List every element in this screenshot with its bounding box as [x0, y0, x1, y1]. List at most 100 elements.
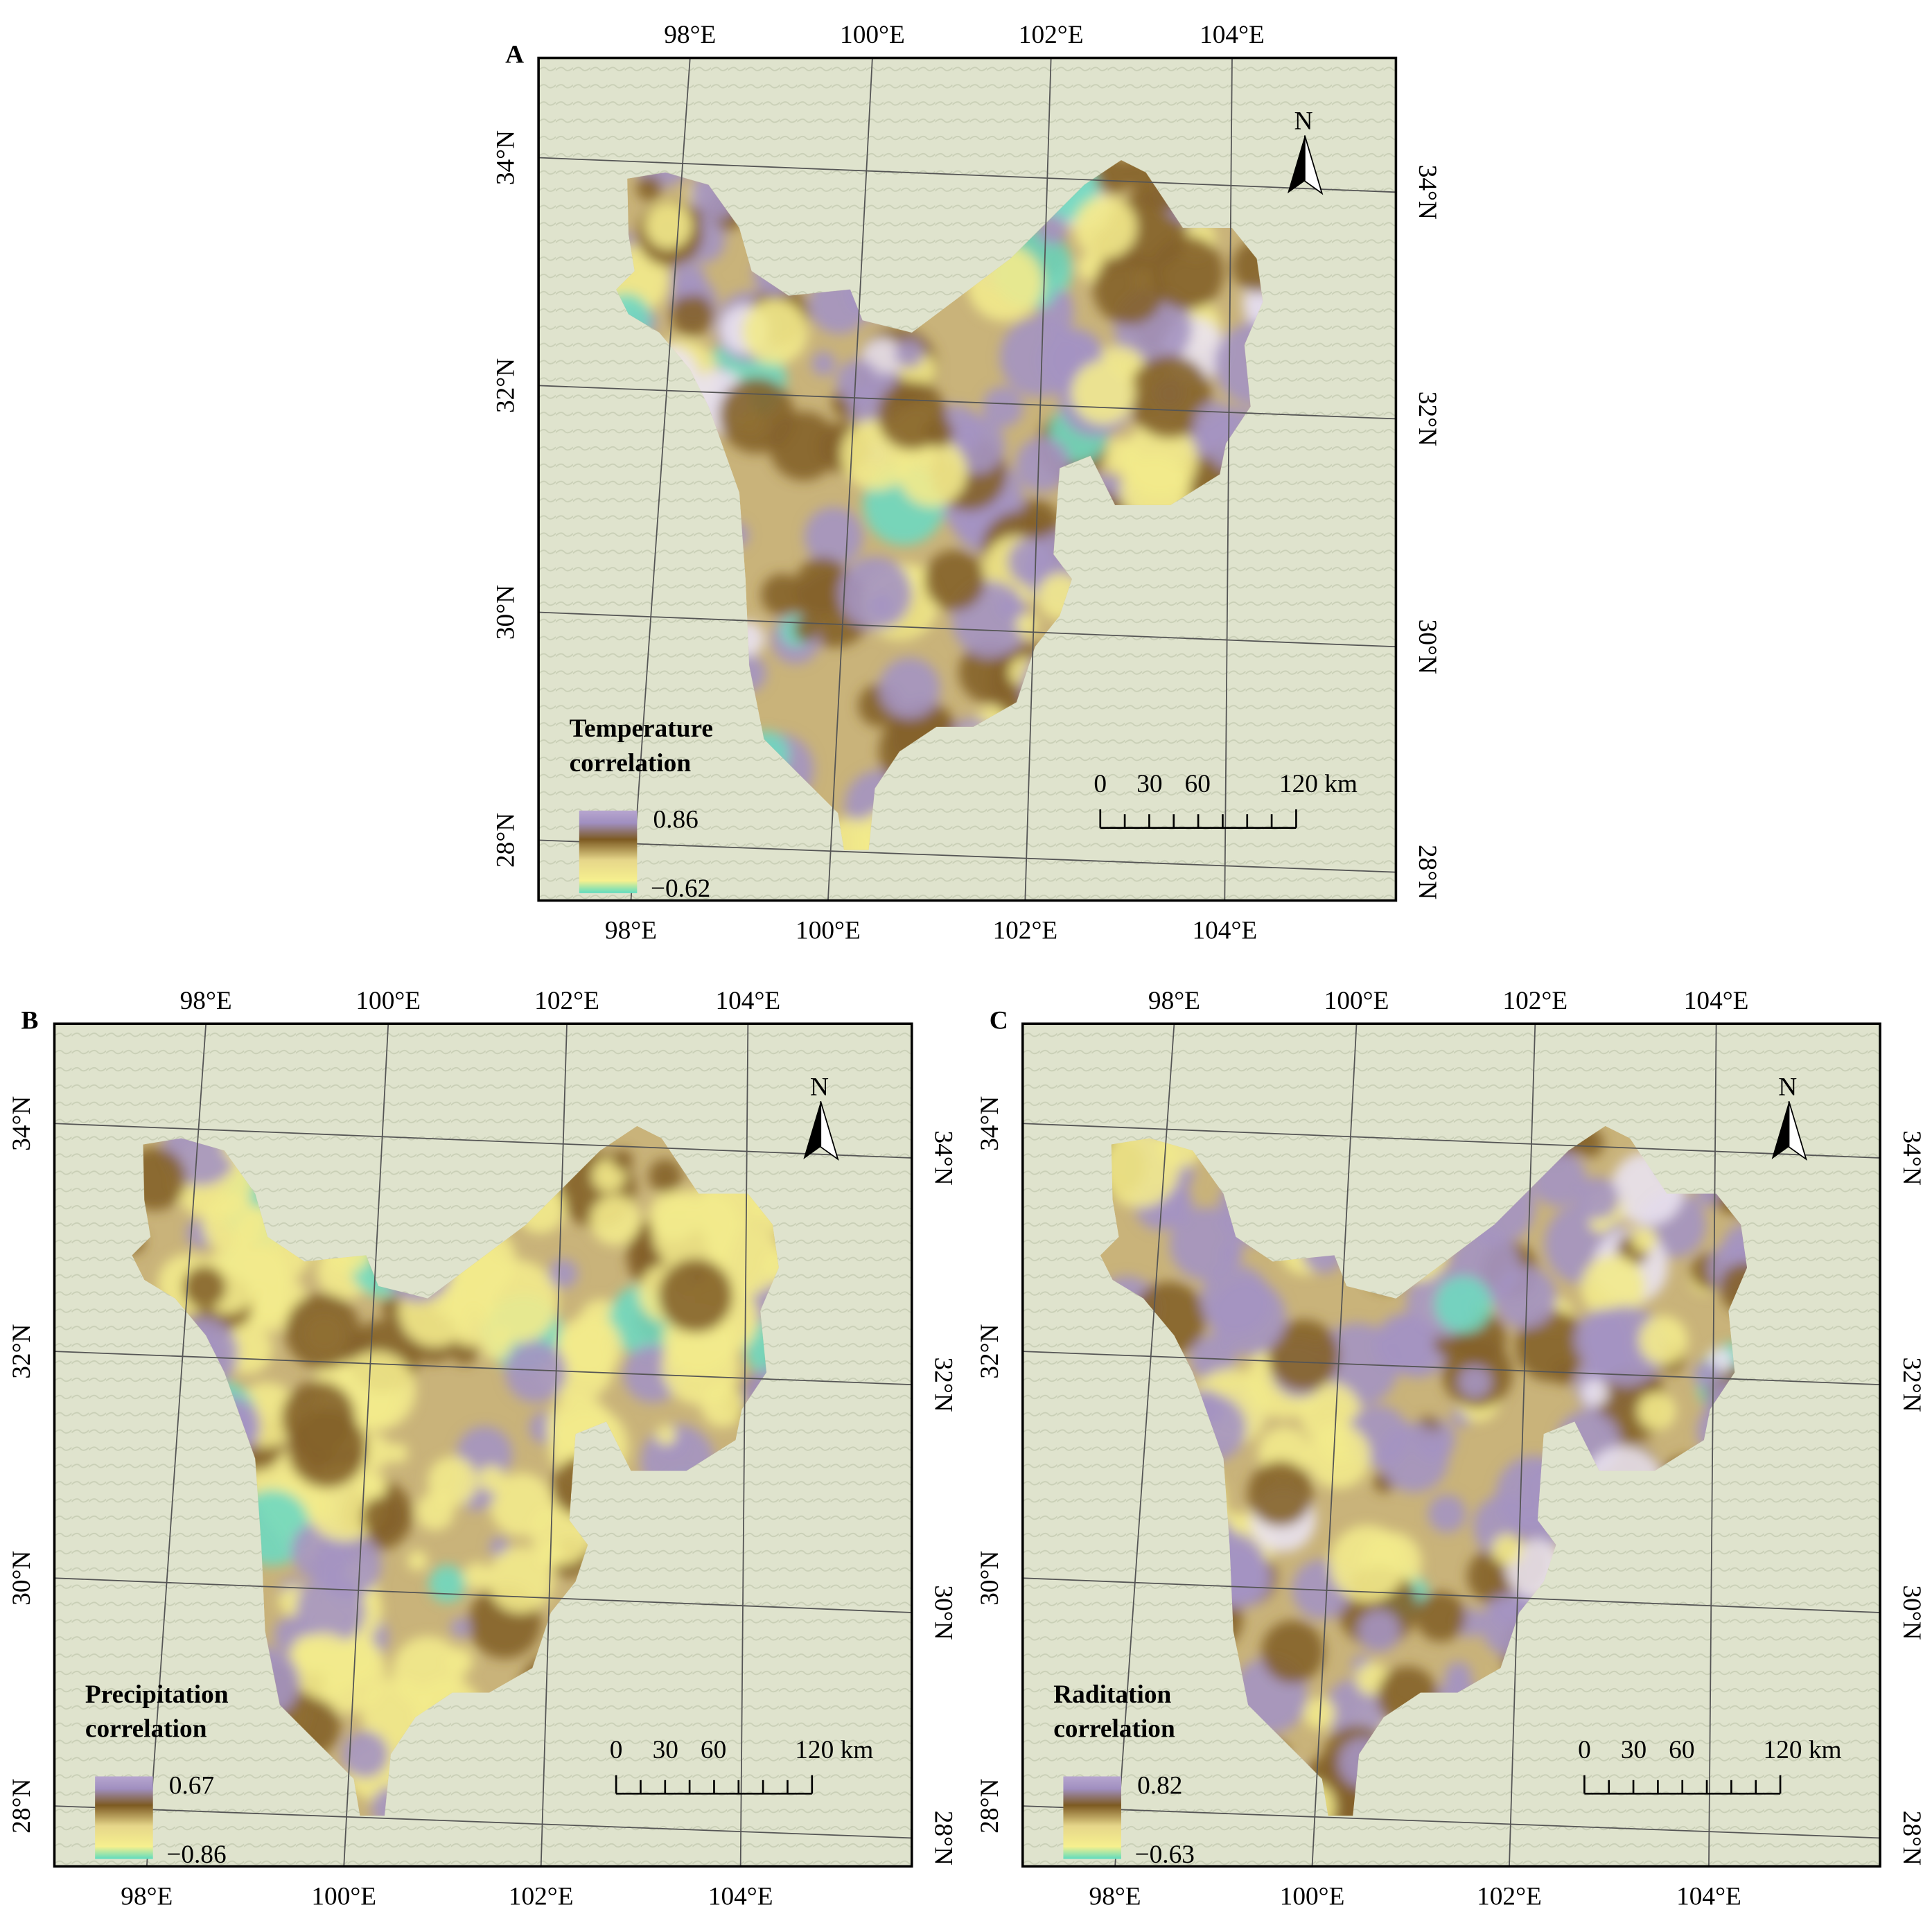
- longitude-label: 98°E: [121, 1882, 173, 1911]
- correlation-patch: [1637, 1391, 1676, 1430]
- longitude-label: 102°E: [1019, 21, 1084, 49]
- map-frame: [53, 1022, 913, 1868]
- parallel: [538, 839, 1396, 873]
- longitude-label: 104°E: [1200, 21, 1265, 49]
- legend-title: Temperature: [570, 714, 713, 743]
- legend-colorbar: [95, 1776, 153, 1859]
- parallel: [54, 1123, 912, 1159]
- legend-colorbar: [1063, 1776, 1121, 1859]
- correlation-patch: [1639, 1315, 1688, 1365]
- correlation-patch: [463, 1562, 491, 1590]
- panel-label: A: [505, 41, 524, 69]
- correlation-patch: [895, 338, 924, 369]
- longitude-label: 98°E: [180, 987, 232, 1015]
- correlation-patch: [202, 1194, 261, 1254]
- latitude-label: 34°N: [929, 1130, 958, 1185]
- scale-label: 60: [701, 1736, 726, 1764]
- legend-max: 0.82: [1137, 1771, 1182, 1800]
- legend-title: Raditation: [1053, 1680, 1171, 1709]
- latitude-label: 34°N: [976, 1096, 1004, 1151]
- latitude-label: 30°N: [492, 585, 520, 640]
- correlation-patch: [487, 1546, 554, 1613]
- correlation-patch: [1428, 1494, 1466, 1533]
- longitude-label: 102°E: [509, 1882, 574, 1911]
- north-label: N: [1778, 1073, 1797, 1101]
- longitude-label: 104°E: [1676, 1882, 1741, 1911]
- correlation-patch: [793, 617, 819, 642]
- scale-label: 120 km: [1764, 1736, 1842, 1764]
- north-arrow-left: [1287, 135, 1305, 194]
- correlation-patch: [387, 1443, 408, 1464]
- correlation-patch: [1016, 613, 1038, 636]
- correlation-patch: [1093, 253, 1165, 325]
- parallel: [54, 1805, 912, 1839]
- correlation-patch: [670, 293, 714, 337]
- correlation-patch: [1073, 195, 1137, 259]
- correlation-patch: [1434, 1276, 1492, 1333]
- legend-min: −0.62: [651, 875, 710, 903]
- legend-title: Precipitation: [85, 1680, 229, 1709]
- correlation-patch: [1127, 355, 1212, 439]
- correlation-patch: [924, 550, 985, 611]
- meridian: [630, 58, 691, 901]
- correlation-patch: [999, 317, 1080, 398]
- correlation-patch: [897, 437, 967, 507]
- correlation-patch: [811, 351, 836, 376]
- north-arrow-left: [1771, 1101, 1789, 1159]
- scale-label: 30: [1621, 1736, 1646, 1764]
- meridian: [1114, 1024, 1175, 1867]
- correlation-patch: [1379, 1423, 1449, 1493]
- latitude-label: 32°N: [1897, 1358, 1926, 1412]
- correlation-patch: [719, 378, 795, 454]
- correlation-patch: [636, 175, 662, 202]
- longitude-label: 98°E: [664, 21, 716, 49]
- legend-max: 0.67: [169, 1771, 214, 1800]
- correlation-patch: [1458, 1364, 1492, 1398]
- longitude-label: 100°E: [311, 1882, 376, 1911]
- panel-label: C: [990, 1006, 1008, 1035]
- legend-colorbar: [579, 810, 638, 893]
- latitude-label: 34°N: [492, 130, 520, 185]
- scale-label: 120 km: [795, 1736, 873, 1764]
- legend-title: correlation: [570, 749, 692, 778]
- correlation-patch: [287, 1409, 367, 1489]
- longitude-label: 98°E: [605, 917, 657, 945]
- parallel: [1022, 1351, 1881, 1386]
- latitude-label: 30°N: [8, 1551, 36, 1606]
- correlation-patch: [1306, 1423, 1371, 1489]
- correlation-patch: [612, 1149, 633, 1170]
- correlation-patch: [1581, 1379, 1609, 1407]
- correlation-patch: [407, 1550, 428, 1572]
- scale-label: 60: [1669, 1736, 1694, 1764]
- latitude-label: 32°N: [492, 358, 520, 413]
- parallel: [1022, 1123, 1881, 1159]
- north-arrow-right: [1788, 1101, 1807, 1161]
- north-arrow-right: [1303, 135, 1324, 195]
- correlation-patch: [290, 1635, 329, 1674]
- meridian: [1708, 1024, 1717, 1867]
- longitude-label: 100°E: [1324, 987, 1389, 1015]
- parallel: [1022, 1577, 1881, 1613]
- correlation-patch: [1247, 1461, 1313, 1527]
- longitude-label: 104°E: [1684, 987, 1749, 1015]
- meridian: [146, 1024, 207, 1867]
- longitude-label: 102°E: [534, 987, 599, 1015]
- meridian: [1224, 58, 1233, 901]
- longitude-label: 104°E: [1192, 917, 1257, 945]
- correlation-patch: [1553, 1362, 1577, 1385]
- latitude-label: 30°N: [1413, 620, 1441, 674]
- longitude-label: 102°E: [992, 917, 1057, 945]
- correlation-patch: [285, 1293, 361, 1369]
- correlation-patch: [838, 556, 912, 630]
- correlation-patch: [1052, 290, 1073, 310]
- longitude-label: 102°E: [1502, 987, 1567, 1015]
- correlation-patch: [644, 202, 692, 249]
- latitude-label: 32°N: [976, 1324, 1004, 1378]
- parallel: [1022, 1805, 1881, 1839]
- correlation-patch: [1329, 1525, 1406, 1602]
- correlation-patch: [701, 1383, 745, 1428]
- north-arrow-right: [820, 1101, 839, 1161]
- longitude-label: 98°E: [1089, 1882, 1141, 1911]
- map-frame: [537, 56, 1398, 902]
